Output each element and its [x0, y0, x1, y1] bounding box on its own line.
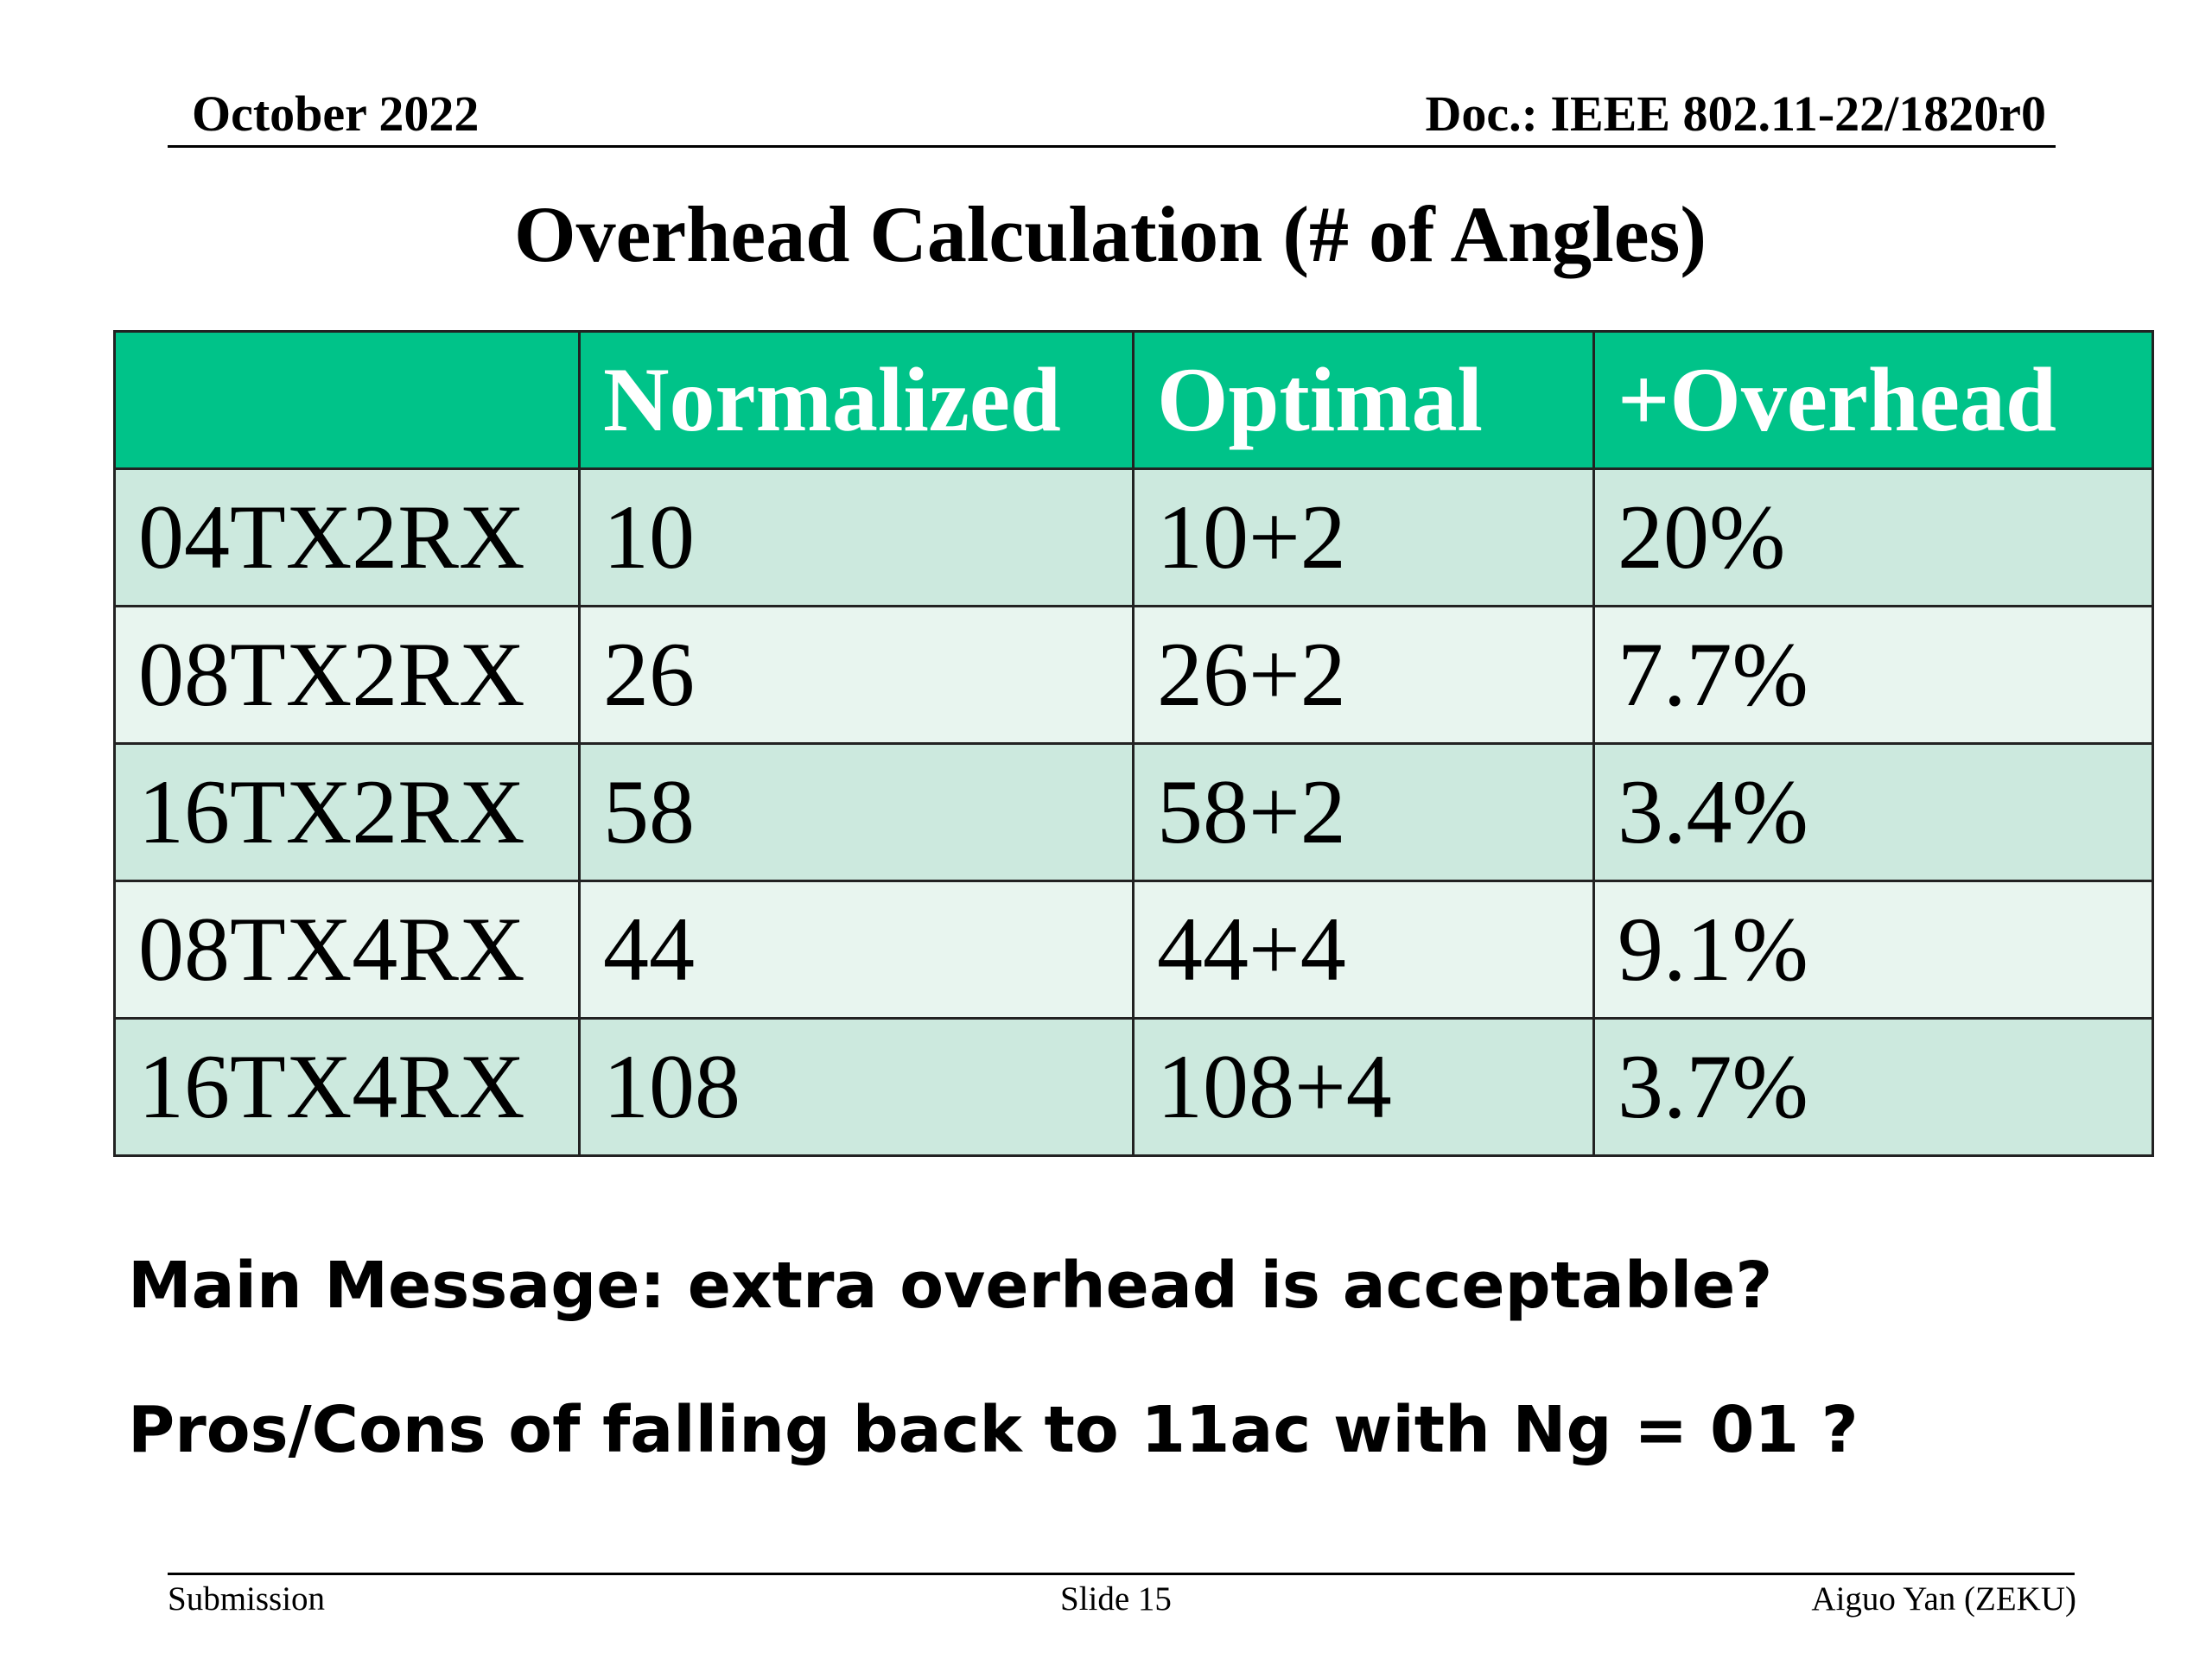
table-cell: 44 [578, 880, 1135, 1020]
table-row: 04TX2RX 10 10+2 20% [113, 467, 2154, 607]
header-date: October 2022 [192, 86, 480, 142]
row-label: 08TX2RX [113, 605, 581, 745]
header-row: Normalized Optimal +Overhead [113, 330, 2154, 470]
footer-left: Submission [168, 1580, 326, 1618]
row-label: 16TX2RX [113, 742, 581, 882]
table-row: 08TX2RX 26 26+2 7.7% [113, 605, 2154, 745]
row-label: 04TX2RX [113, 467, 581, 607]
header-doc: Doc.: IEEE 802.11-22/1820r0 [1425, 86, 2046, 142]
header-cell: Normalized [578, 330, 1135, 470]
table-cell: 58 [578, 742, 1135, 882]
table-row: 16TX4RX 108 108+4 3.7% [113, 1017, 2154, 1157]
footer-rule [168, 1573, 2075, 1575]
row-label: 08TX4RX [113, 880, 581, 1020]
table-cell: 108+4 [1132, 1017, 1595, 1157]
table-cell: 44+4 [1132, 880, 1595, 1020]
table-cell: 7.7% [1592, 605, 2154, 745]
table-cell: 108 [578, 1017, 1135, 1157]
table-cell: 3.4% [1592, 742, 2154, 882]
footer-center: Slide 15 [1060, 1580, 1172, 1618]
table-cell: 3.7% [1592, 1017, 2154, 1157]
header-cell: +Overhead [1592, 330, 2154, 470]
slide-title: Overhead Calculation (# of Angles) [514, 190, 1707, 278]
table-row: 08TX4RX 44 44+4 9.1% [113, 880, 2154, 1020]
row-label: 16TX4RX [113, 1017, 581, 1157]
header-cell: Optimal [1132, 330, 1595, 470]
table-cell: 58+2 [1132, 742, 1595, 882]
table-cell: 26+2 [1132, 605, 1595, 745]
header-rule [168, 145, 2056, 148]
table-row: 16TX2RX 58 58+2 3.4% [113, 742, 2154, 882]
table-cell: 26 [578, 605, 1135, 745]
table-cell: 10+2 [1132, 467, 1595, 607]
header-cell [113, 330, 581, 470]
message: Main Message: extra overhead is acceptab… [128, 1249, 1773, 1323]
data-table: Normalized Optimal +Overhead 04TX2RX 10 10+2 2… [113, 330, 2154, 1157]
footer-right: Aiguo Yan (ZEKU) [1811, 1580, 2076, 1618]
table-cell: 20% [1592, 467, 2154, 607]
table-cell: 10 [578, 467, 1135, 607]
table-cell: 9.1% [1592, 880, 2154, 1020]
message: Pros/Cons of falling back to 11ac with N… [128, 1393, 1859, 1467]
